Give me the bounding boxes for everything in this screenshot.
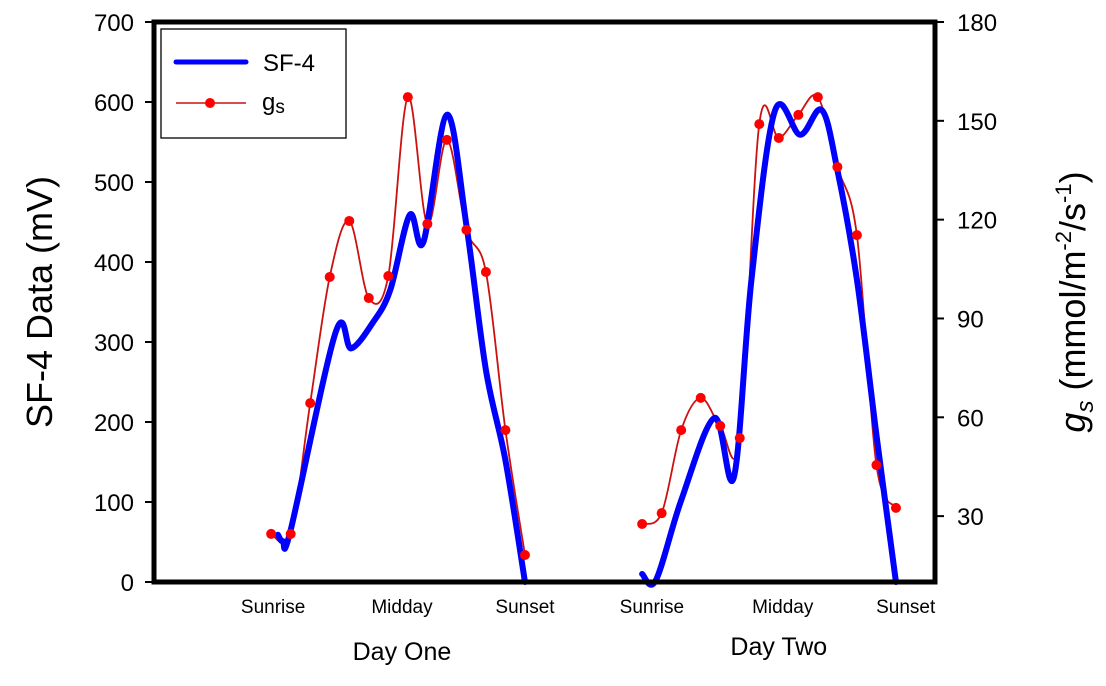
x-category-label: Sunset [876, 597, 936, 618]
x-category-label: Midday [371, 597, 433, 618]
left-tick-label: 700 [94, 10, 134, 37]
x-category-label: Midday [752, 597, 814, 618]
gs-point [441, 134, 452, 145]
gs-point [871, 460, 882, 471]
left-tick-label: 200 [94, 410, 134, 437]
right-tick-label: 90 [957, 306, 984, 333]
gs-point [793, 109, 804, 120]
right-axis-title-exp1: -2 [1051, 231, 1076, 251]
right-axis-title-close: ) [1052, 171, 1093, 183]
gs-point [422, 218, 433, 229]
right-tick-label: 120 [957, 208, 997, 235]
x-category-label: Sunrise [620, 597, 684, 618]
gs-point [461, 224, 472, 235]
gs-point [305, 398, 316, 409]
left-tick-label: 500 [94, 170, 134, 197]
gs-point [363, 293, 374, 304]
right-tick-label: 180 [957, 10, 997, 37]
gs-point [519, 549, 530, 560]
right-tick-label: 150 [957, 109, 997, 136]
left-axis: 0 100 200 300 400 500 600 700 [94, 10, 154, 597]
x-group-label: Day Two [730, 633, 827, 661]
left-tick-label: 100 [94, 490, 134, 517]
legend-label-gs-sub: s [275, 97, 285, 118]
gs-point [402, 92, 413, 103]
left-tick-label: 600 [94, 90, 134, 117]
series-gs-line-day1 [270, 96, 526, 556]
right-axis: 30 60 90 120 150 180 [935, 10, 997, 531]
gs-point [266, 528, 277, 539]
right-tick-label: 30 [957, 504, 984, 531]
legend-swatch-gs-marker [205, 98, 215, 108]
legend-box [160, 28, 347, 139]
gs-point [676, 425, 687, 436]
gs-point [285, 528, 296, 539]
right-axis-title-g: g [1052, 413, 1093, 433]
gs-point [637, 519, 648, 530]
gs-point [344, 215, 355, 226]
x-category-label: Sunrise [241, 597, 305, 618]
gs-point [383, 270, 394, 281]
gs-point [773, 132, 784, 143]
series-gs-line-day2 [641, 94, 897, 525]
right-tick-label: 60 [957, 405, 984, 432]
gs-point [890, 502, 901, 513]
right-axis-title: gs (mmol/m-2/s-1) [1051, 171, 1099, 432]
legend: SF-4 gs [160, 28, 347, 139]
plot-frame [151, 19, 938, 585]
right-axis-title-sub: s [1072, 401, 1099, 413]
series-sf4-line-day2 [639, 101, 899, 588]
gs-point [500, 425, 511, 436]
legend-label-gs: gs [262, 89, 285, 118]
series-sf4-line-day1 [274, 111, 528, 585]
right-axis-title-exp2: -1 [1051, 183, 1076, 203]
gs-point [656, 508, 667, 519]
gs-point [324, 271, 335, 282]
right-axis-title-units: (mmol/m [1052, 251, 1093, 401]
gs-point [851, 230, 862, 241]
gs-point [695, 392, 706, 403]
axes-layer [151, 19, 938, 585]
series-layer [266, 92, 901, 588]
x-axis-categories: Sunrise Midday Sunset Sunrise Midday Sunset Da… [241, 597, 936, 666]
gs-point [754, 119, 765, 130]
left-tick-label: 400 [94, 250, 134, 277]
legend-label-sf4: SF-4 [263, 50, 315, 77]
right-axis-title-mid: /s [1052, 203, 1093, 231]
x-group-label: Day One [353, 638, 452, 666]
legend-label-gs-main: g [262, 89, 275, 116]
gs-point [715, 420, 726, 431]
gs-point [832, 161, 843, 172]
gs-point [480, 267, 491, 278]
gs-point [812, 92, 823, 103]
x-category-label: Sunset [495, 597, 555, 618]
gs-point [734, 433, 745, 444]
left-tick-label: 300 [94, 330, 134, 357]
left-tick-label: 0 [121, 570, 134, 597]
left-axis-title: SF-4 Data (mV) [19, 176, 60, 428]
